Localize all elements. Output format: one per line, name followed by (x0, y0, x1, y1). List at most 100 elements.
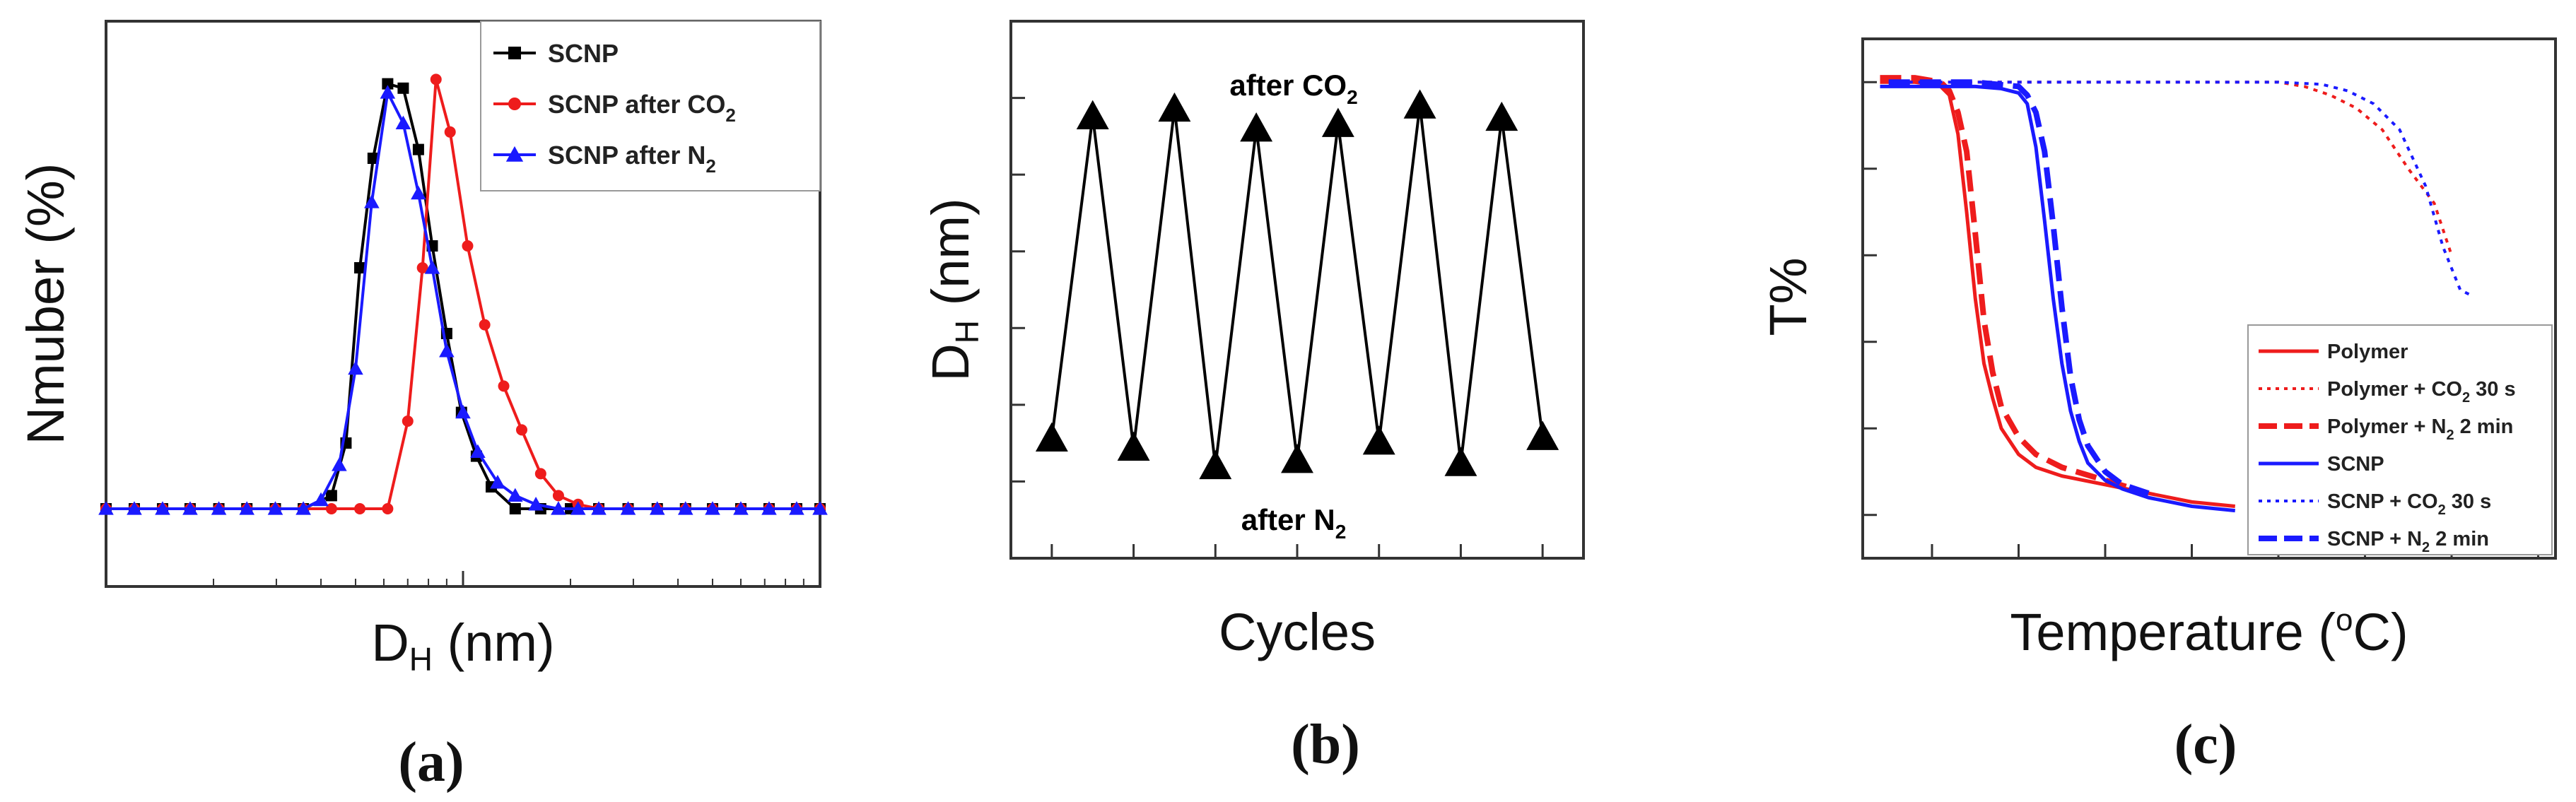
panel-b-point (1403, 89, 1436, 119)
panel-c-x-axis-label: Temperature (oC) (2010, 603, 2408, 661)
panel-a-series-2-point (620, 501, 636, 515)
panel-a-x-axis-label: DH (nm) (371, 613, 554, 678)
panel-a-series-2-point (507, 488, 523, 502)
panel-a-series-1-point (430, 73, 442, 85)
panel-a-legend-label-0: SCNP (548, 39, 619, 68)
panel-c-series-line-3 (1880, 84, 2235, 513)
panel-c-frame (1861, 37, 2557, 560)
panel-a-series-2-point (98, 501, 114, 515)
panel-a-series-2-point (528, 497, 544, 511)
panel-c-series-line-1 (1888, 81, 2453, 256)
panel-b-annotation-after-n2: after N2 (1241, 503, 1347, 543)
panel-c-legend-label-2: Polymer + N2 2 min (2327, 415, 2513, 443)
panel-c-y-axis-label: T% (1759, 258, 1817, 336)
panel-a-series-1-point (444, 126, 456, 138)
panel-a-series-2-point (705, 501, 720, 515)
panel-a-series-1-point (382, 503, 394, 514)
panel-b-point (1240, 112, 1273, 142)
panel-a-series-1-point (498, 380, 510, 392)
panel-a-series-2-point (211, 501, 227, 515)
panel-c-series-line-2 (1880, 75, 2150, 496)
panel-b-point (1444, 447, 1477, 476)
panel-a-series-0-point (354, 262, 366, 273)
panel-c-legend-box (2247, 324, 2553, 555)
panel-b-annotation-after-co2: after CO2 (1229, 69, 1357, 108)
panel-b-point (1117, 431, 1150, 461)
panel-b-series-line (1050, 105, 1545, 466)
panel-b-point (1035, 422, 1068, 452)
panel-c-label: (c) (2174, 714, 2237, 776)
panel-a-series-0-point (412, 143, 424, 155)
panel-a-legend-label-1: SCNP after CO2 (548, 90, 736, 126)
panel-b-point (1362, 425, 1395, 455)
panel-c-legend-label-5: SCNP + N2 2 min (2327, 528, 2489, 555)
panel-a-series-1-point (462, 240, 474, 252)
panel-c-legend-label-0: Polymer (2327, 341, 2408, 363)
panel-a-label: (a) (398, 731, 464, 794)
panel-c-series-line-5 (1888, 79, 2150, 496)
panel-b: DH (nm) Cycles after CO2 after N2 (b) (921, 20, 1585, 776)
panel-a-series-2-point (332, 457, 347, 471)
panel-a-series-2-point (591, 501, 607, 515)
panel-a-series-2-point (313, 492, 329, 507)
panel-a-legend-marker-1 (508, 98, 521, 110)
panel-b-ticks (1011, 20, 1544, 560)
panel-a-series-2-point (455, 404, 471, 419)
panel-a-series-2-point (395, 115, 411, 130)
panel-a-series-2-point (348, 360, 363, 375)
panel-c: T% Temperature (oC) Polymer Polymer + CO2… (1759, 37, 2557, 776)
panel-a-series-2-point (295, 501, 311, 515)
panel-a-series-0-point (509, 503, 521, 514)
panel-a-series-2-point (411, 185, 426, 200)
panel-a-series-1-point (552, 490, 564, 502)
panel-b-point (1199, 449, 1232, 480)
panel-a-series-2-point (267, 501, 283, 515)
panel-a-series-1-point (515, 424, 527, 436)
panel-a-ticks (105, 571, 821, 586)
panel-b-point (1281, 444, 1313, 473)
panel-c-series-group (1880, 75, 2470, 513)
panel-a-series-2-point (789, 501, 804, 515)
panel-a-series-0-point (325, 490, 337, 502)
panel-a-series-2-point (182, 501, 198, 515)
panel-a-series-2-point (424, 260, 440, 274)
panel-a-series-2-point (490, 475, 505, 489)
panel-b-point (1076, 100, 1109, 129)
panel-a-series-2-point (127, 501, 142, 515)
panel-a-series-1-point (402, 415, 414, 427)
panel-a-legend-marker-0 (508, 47, 521, 59)
panel-c-series-line-0 (1880, 80, 2235, 508)
panel-a-series-2-point (733, 501, 749, 515)
panel-a-series-1-point (534, 468, 546, 480)
panel-a-series-1-point (416, 262, 428, 273)
panel-a-y-axis-label: Nmuber (%) (16, 163, 75, 445)
panel-b-point (1526, 420, 1559, 450)
panel-a-series-group (98, 73, 828, 515)
panel-a-legend-marker-2 (505, 146, 524, 162)
panel-a-series-1-point (325, 503, 337, 514)
panel-b-series-group (1035, 89, 1559, 480)
panel-a-series-1-point (479, 319, 491, 331)
panel-a-series-2-point (761, 501, 777, 515)
panel-a-series-2-point (239, 501, 254, 515)
panel-a-series-2-point (155, 501, 170, 515)
panel-c-series-line-4 (1888, 81, 2470, 296)
panel-a-series-2-point (380, 85, 396, 99)
panel-c-legend-label-1: Polymer + CO2 30 s (2327, 378, 2516, 406)
panel-a-legend: SCNP SCNP after CO2 SCNP after N2 (480, 20, 821, 191)
panel-a-series-0-point (382, 78, 394, 90)
panel-a-series-0-point (367, 153, 379, 164)
panel-a-series-2-point (364, 194, 380, 208)
panel-b-point (1158, 92, 1191, 122)
panel-a-series-2-point (439, 343, 455, 358)
panel-a-series-0-point (397, 82, 409, 94)
panel-c-legend-label-4: SCNP + CO2 30 s (2327, 490, 2491, 518)
panel-a-series-2-point (677, 501, 693, 515)
panel-a-series-2-point (570, 501, 586, 515)
panel-c-legend-label-3: SCNP (2327, 453, 2384, 476)
panel-b-x-axis-label: Cycles (1219, 603, 1376, 661)
panel-a-legend-box (480, 20, 821, 191)
panel-a-series-2-point (470, 444, 486, 459)
